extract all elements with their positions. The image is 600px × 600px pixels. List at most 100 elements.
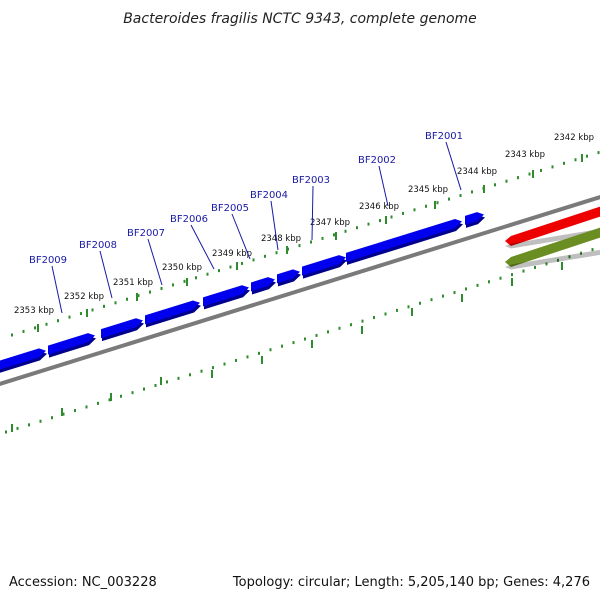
- scale-dot: [223, 362, 226, 366]
- scale-dot: [419, 301, 421, 305]
- scale-dot: [160, 287, 163, 291]
- gene-leader-line: [311, 185, 314, 241]
- scale-dot: [459, 194, 462, 198]
- scale-dot: [97, 401, 99, 405]
- scale-dot: [350, 323, 352, 327]
- gene-leader-line: [99, 250, 113, 299]
- gene-arrow-bf2002[interactable]: [302, 255, 346, 276]
- scale-dot: [534, 265, 536, 269]
- gene-arrow-bf2005[interactable]: [203, 285, 249, 307]
- scale-dot: [488, 280, 490, 284]
- scale-dot: [5, 430, 7, 434]
- gene-arrow-bf2004[interactable]: [251, 277, 275, 292]
- scale-dot: [34, 326, 36, 330]
- gene-label-bf2007[interactable]: BF2007: [127, 228, 165, 239]
- scale-dot: [108, 398, 111, 402]
- scale-dot: [269, 348, 272, 352]
- olive-feature-shade: [505, 249, 600, 270]
- scale-dot: [505, 179, 508, 183]
- scale-dot: [149, 290, 151, 294]
- scale-dot: [517, 176, 519, 180]
- scale-dot: [557, 258, 559, 262]
- scale-dot: [126, 297, 128, 301]
- tick-label: 2346 kbp: [359, 202, 399, 212]
- tick-label: 2347 kbp: [310, 218, 350, 228]
- gene-label-bf2004[interactable]: BF2004: [250, 190, 288, 201]
- tick-label: 2343 kbp: [505, 150, 545, 160]
- scale-dot: [390, 215, 393, 219]
- scale-dot: [465, 287, 467, 291]
- scale-dot: [22, 329, 25, 333]
- gene-arrow-bf2008[interactable]: [48, 333, 95, 355]
- scale-dot: [16, 426, 19, 430]
- gene-leader-line: [231, 213, 251, 260]
- gene-arrow-bf2009[interactable]: [0, 348, 46, 371]
- scale-dot: [430, 298, 433, 302]
- gene-arrow-bf2006[interactable]: [145, 300, 200, 325]
- scale-dot: [246, 355, 249, 359]
- gene-label-bf2002[interactable]: BF2002: [358, 155, 396, 166]
- olive-feature[interactable]: [505, 224, 600, 267]
- gene-label-bf2009[interactable]: BF2009: [29, 255, 67, 266]
- genome-title: Bacteroides fragilis NCTC 9343, complete…: [123, 11, 477, 27]
- tick-label: 2349 kbp: [212, 249, 252, 259]
- inner-scale-dots: [5, 248, 594, 434]
- scale-dot: [425, 204, 427, 208]
- gene-arrow-bf2002b[interactable]: [346, 218, 462, 262]
- scale-dot: [367, 222, 370, 226]
- tick-labels: 2353 kbp 2352 kbp 2351 kbp 2350 kbp 2349 kbp…: [14, 133, 594, 332]
- scale-dot: [143, 387, 145, 391]
- scale-dot: [568, 255, 571, 259]
- tick-label: 2350 kbp: [162, 263, 202, 273]
- scale-dot: [235, 358, 237, 362]
- genome-summary-text: Topology: circular; Length: 5,205,140 bp…: [232, 575, 590, 590]
- scale-dot: [39, 419, 42, 423]
- gene-label-bf2008[interactable]: BF2008: [79, 240, 117, 251]
- gene-label-bf2006[interactable]: BF2006: [170, 214, 208, 225]
- scale-dot: [91, 308, 94, 312]
- scale-dot: [522, 269, 525, 273]
- scale-dot: [310, 240, 312, 244]
- scale-dot: [212, 366, 214, 370]
- tick-label: 2345 kbp: [408, 185, 448, 195]
- scale-dot: [476, 283, 479, 287]
- gene-arrow-bf2001[interactable]: [465, 212, 484, 225]
- tick-label: 2352 kbp: [64, 292, 104, 302]
- gene-arrow-bf2003[interactable]: [277, 269, 300, 284]
- scale-dot: [172, 283, 174, 287]
- scale-dot: [80, 312, 82, 316]
- scale-dot: [218, 269, 220, 273]
- scale-dot: [321, 236, 324, 240]
- scale-dot: [361, 319, 364, 323]
- scale-dot: [396, 308, 398, 312]
- scale-dot: [442, 294, 444, 298]
- scale-dot: [356, 226, 358, 230]
- scale-dot: [413, 208, 416, 212]
- scale-dot: [183, 279, 186, 283]
- scale-dot: [45, 322, 48, 326]
- gene-label-bf2005[interactable]: BF2005: [211, 203, 249, 214]
- tick-label: 2342 kbp: [554, 133, 594, 143]
- scale-dot: [436, 201, 439, 205]
- scale-dot: [28, 423, 30, 427]
- red-feature[interactable]: [505, 203, 600, 246]
- gene-label-bf2003[interactable]: BF2003: [292, 175, 330, 186]
- scale-dot: [344, 229, 347, 233]
- scale-dot: [195, 276, 197, 280]
- gene-track: [0, 212, 485, 373]
- scale-dot: [189, 373, 191, 377]
- scale-dot: [166, 380, 168, 384]
- scale-dot: [120, 394, 122, 398]
- scale-dot: [327, 330, 329, 334]
- scale-dot: [591, 248, 594, 252]
- scale-dot: [62, 412, 65, 416]
- tick-label: 2351 kbp: [113, 278, 153, 288]
- scale-dot: [258, 351, 260, 355]
- gene-arrow-bf2007[interactable]: [101, 318, 143, 339]
- gene-label-bf2001[interactable]: BF2001: [425, 131, 463, 142]
- scale-dot: [292, 341, 295, 345]
- gene-leader-line: [378, 165, 389, 207]
- scale-dot: [154, 384, 157, 388]
